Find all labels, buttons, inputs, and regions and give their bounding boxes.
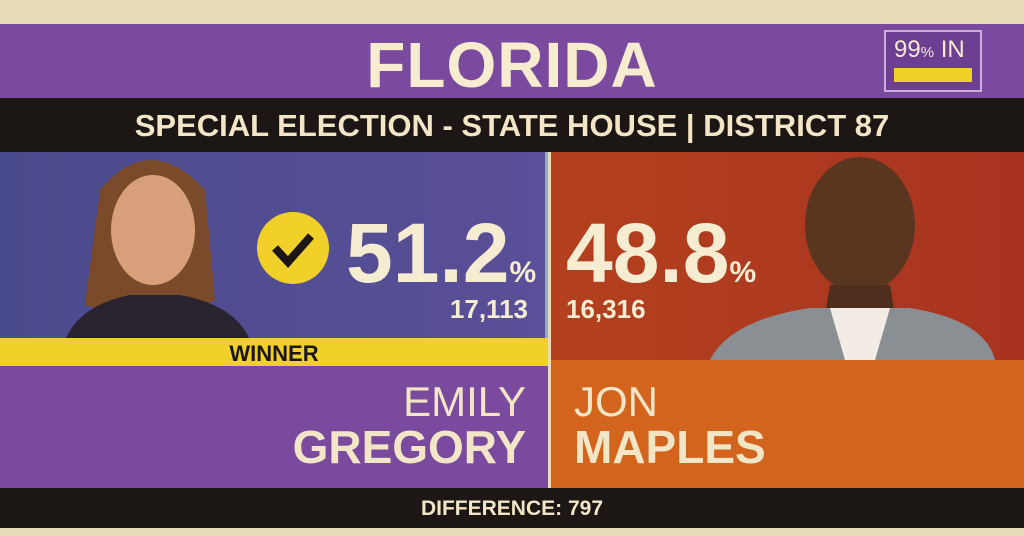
name-panel [0,366,548,488]
vote-count: 16,316 [566,294,646,324]
difference: DIFFERENCE: 797 [420,497,604,520]
reporting-unit: % [920,44,935,61]
reporting-text: 99% IN [894,36,965,64]
subtitle: SPECIAL ELECTION - STATE HOUSE | DISTRIC… [134,108,890,143]
top-strip [0,0,1024,24]
vote-percent: 48.8% [566,205,756,302]
title: FLORIDA [366,29,658,101]
reporting-value: 99 [894,36,921,63]
bottom-strip [0,528,1024,536]
subtitle-band [0,98,1024,152]
percent-unit: % [729,256,757,289]
vote-count: 17,113 [449,294,528,324]
winner-label: WINNER [229,341,319,366]
candidate-photo [710,157,995,360]
reporting-bar [894,68,972,82]
last-name: GREGORY [292,421,526,473]
vote-percent: 51.2% [346,205,536,302]
first-name: EMILY [403,378,526,425]
title-band [0,24,1024,98]
winner-bar [0,338,548,366]
reporting-box: 99% IN [884,30,982,92]
percent-value: 51.2 [346,206,510,300]
candidate-photo [65,160,250,340]
percent-unit: % [509,256,537,289]
last-name: MAPLES [574,421,766,473]
footer-band [0,488,1024,528]
first-name: JON [574,378,658,425]
percent-value: 48.8 [566,206,730,300]
reporting-label: IN [940,36,965,63]
winner-check [257,212,329,284]
name-panel [551,360,1024,488]
